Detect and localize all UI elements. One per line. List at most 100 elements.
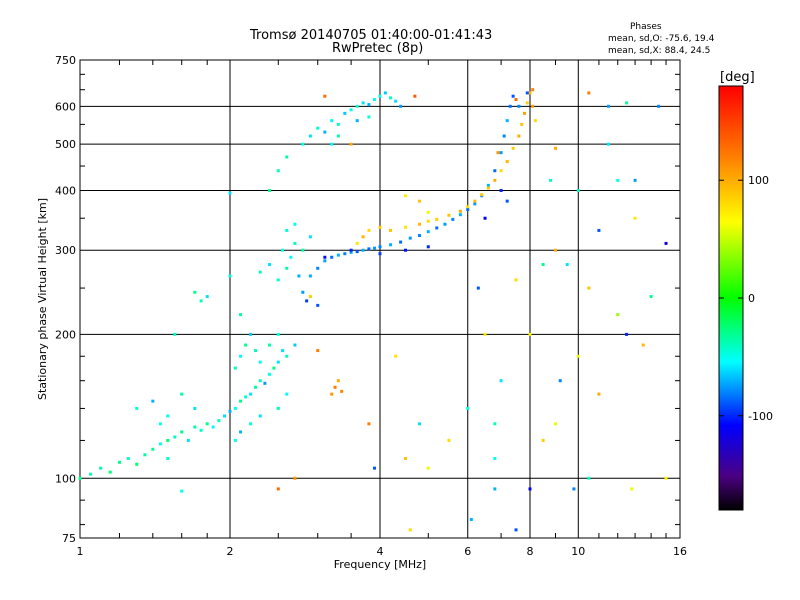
- data-point: [572, 487, 576, 491]
- data-point: [657, 104, 661, 108]
- data-point: [336, 134, 340, 138]
- data-point: [323, 259, 327, 263]
- data-point: [233, 438, 237, 442]
- data-point: [399, 104, 403, 108]
- data-point: [253, 349, 257, 353]
- data-point: [285, 392, 289, 396]
- colorbar-unit-label: [deg]: [720, 70, 755, 85]
- data-point: [426, 219, 430, 223]
- stats-heading: Phases: [630, 22, 662, 32]
- data-point: [511, 94, 515, 98]
- y-tick-label: 400: [55, 184, 76, 197]
- data-point: [316, 303, 320, 307]
- data-point: [641, 343, 645, 347]
- data-point: [180, 392, 184, 396]
- data-point: [576, 354, 580, 358]
- data-point: [211, 425, 215, 429]
- data-point: [349, 248, 353, 252]
- data-point: [633, 216, 637, 220]
- data-point: [531, 88, 535, 92]
- data-point: [180, 430, 184, 434]
- data-point: [541, 438, 545, 442]
- data-point: [417, 234, 421, 238]
- data-point: [267, 343, 271, 347]
- data-point: [228, 191, 232, 195]
- data-point: [258, 270, 262, 274]
- data-point: [417, 422, 421, 426]
- data-point: [607, 104, 611, 108]
- data-point: [587, 91, 591, 95]
- data-point: [135, 462, 139, 466]
- data-point: [408, 236, 412, 240]
- data-point: [383, 91, 387, 95]
- data-point: [249, 422, 253, 426]
- data-point: [403, 194, 407, 198]
- data-point: [649, 295, 653, 299]
- y-tick-label: 300: [55, 244, 76, 257]
- data-point: [349, 142, 353, 146]
- data-point: [249, 332, 253, 336]
- data-point: [417, 199, 421, 203]
- data-point: [276, 406, 280, 410]
- data-point: [239, 430, 243, 434]
- data-point: [367, 228, 371, 232]
- data-point: [193, 425, 197, 429]
- data-point: [78, 476, 82, 480]
- data-point: [336, 122, 340, 126]
- data-point: [205, 295, 209, 299]
- data-point: [523, 111, 527, 115]
- data-point: [151, 447, 155, 451]
- data-point: [293, 476, 297, 480]
- data-point: [466, 406, 470, 410]
- data-point: [587, 476, 591, 480]
- data-point: [466, 208, 470, 212]
- data-point: [336, 253, 340, 257]
- data-point: [272, 366, 276, 370]
- data-point: [340, 389, 344, 393]
- x-tick-label: 1: [77, 545, 84, 558]
- data-point: [528, 332, 532, 336]
- data-point: [258, 360, 262, 364]
- data-point: [616, 178, 620, 182]
- data-point: [378, 252, 382, 256]
- data-point: [514, 528, 518, 532]
- data-point: [378, 94, 382, 98]
- x-tick-label: 16: [673, 545, 687, 558]
- data-point: [108, 470, 112, 474]
- data-point: [361, 101, 365, 105]
- data-point: [597, 228, 601, 232]
- data-point: [367, 115, 371, 119]
- data-point: [267, 372, 271, 376]
- data-point: [389, 243, 393, 247]
- data-point: [533, 119, 537, 123]
- data-point: [135, 406, 139, 410]
- data-point: [228, 409, 232, 413]
- data-point: [664, 476, 668, 480]
- data-point: [394, 354, 398, 358]
- data-point: [239, 313, 243, 317]
- data-point: [276, 487, 280, 491]
- data-point: [293, 241, 297, 245]
- x-axis-label: Frequency [MHz]: [334, 558, 426, 571]
- data-point: [558, 379, 562, 383]
- data-point: [233, 366, 237, 370]
- data-point: [166, 414, 170, 418]
- data-point: [330, 255, 334, 259]
- data-point: [301, 142, 305, 146]
- data-point: [343, 111, 347, 115]
- data-point: [587, 286, 591, 290]
- data-point: [483, 216, 487, 220]
- data-point: [499, 379, 503, 383]
- data-point: [285, 354, 289, 358]
- data-point: [117, 460, 121, 464]
- data-point: [607, 142, 611, 146]
- data-point: [367, 103, 371, 107]
- data-point: [525, 91, 529, 95]
- data-point: [239, 399, 243, 403]
- colorbar-ticks: 100 0 -100: [719, 174, 773, 423]
- data-point: [517, 104, 521, 108]
- data-point: [297, 274, 301, 278]
- data-point: [289, 255, 293, 259]
- data-point: [525, 101, 529, 105]
- data-point: [435, 226, 439, 230]
